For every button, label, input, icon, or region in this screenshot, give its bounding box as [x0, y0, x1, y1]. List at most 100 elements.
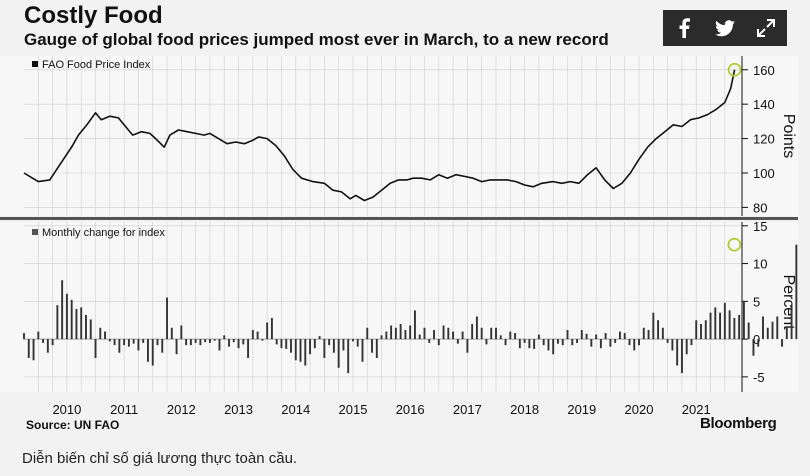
monthly-change-bar	[247, 339, 250, 358]
x-tick-label: 2013	[224, 402, 253, 417]
monthly-change-bar	[270, 317, 273, 340]
monthly-change-bar	[170, 327, 173, 340]
monthly-change-bar	[366, 327, 369, 340]
monthly-change-bar	[442, 325, 445, 340]
monthly-change-bar	[557, 339, 559, 344]
twitter-icon[interactable]	[710, 13, 740, 43]
monthly-change-bar	[728, 310, 731, 340]
bloomberg-logo: Bloomberg	[700, 415, 777, 432]
monthly-change-bar	[537, 334, 540, 340]
monthly-change-bar	[475, 316, 478, 340]
monthly-change-bar	[609, 339, 612, 347]
monthly-change-bar	[104, 331, 106, 340]
monthly-change-bar	[733, 317, 736, 340]
monthly-change-bar	[471, 324, 474, 340]
monthly-change-bar	[604, 333, 607, 340]
monthly-change-bar	[628, 339, 631, 346]
monthly-change-bar	[399, 324, 402, 340]
monthly-change-bar	[147, 339, 149, 362]
monthly-change-bar	[676, 339, 679, 366]
monthly-change-bar	[413, 310, 416, 340]
monthly-change-bar	[585, 333, 588, 340]
y-axis-title-percent: Percent	[780, 274, 797, 330]
monthly-change-bar	[294, 339, 297, 361]
monthly-change-bar	[280, 339, 283, 349]
monthly-change-bar	[499, 335, 502, 340]
monthly-change-bar	[194, 339, 197, 343]
monthly-change-bar	[42, 339, 45, 343]
monthly-change-bar	[561, 339, 564, 346]
monthly-change-bar	[614, 339, 617, 343]
monthly-change-bar	[590, 339, 593, 347]
monthly-change-bar	[542, 339, 545, 346]
source-note: Source: UN FAO	[26, 418, 120, 432]
monthly-change-bar	[132, 339, 135, 344]
monthly-change-bar	[642, 327, 645, 340]
monthly-change-bar	[714, 307, 717, 340]
monthly-change-bar	[461, 331, 464, 340]
monthly-change-bar	[380, 335, 383, 340]
monthly-change-bar	[228, 339, 230, 347]
monthly-change-bar	[404, 330, 407, 340]
monthly-change-bar	[385, 331, 388, 340]
monthly-change-bar	[75, 308, 78, 340]
x-tick-label: 2021	[682, 402, 711, 417]
monthly-change-bar	[99, 327, 102, 340]
monthly-change-bar	[580, 330, 583, 340]
monthly-change-bar	[738, 314, 741, 340]
monthly-change-bar	[51, 339, 54, 346]
monthly-change-bar	[576, 339, 578, 343]
monthly-change-bar	[361, 339, 364, 362]
x-tick-label: 2010	[52, 402, 81, 417]
monthly-change-bar	[175, 339, 178, 355]
monthly-change-bar	[700, 324, 702, 340]
monthly-change-bar	[166, 297, 168, 340]
chart-subtitle: Gauge of global food prices jumped most …	[24, 30, 609, 49]
monthly-change-bar	[523, 339, 526, 343]
facebook-icon[interactable]	[669, 13, 699, 43]
monthly-change-bar	[180, 325, 183, 340]
y-tick-label: 80	[753, 200, 767, 215]
monthly-change-bar	[37, 331, 40, 340]
monthly-change-bar	[547, 339, 550, 351]
monthly-change-bar	[752, 339, 755, 356]
monthly-change-bar	[528, 339, 531, 349]
monthly-change-bar	[704, 320, 707, 340]
legend-label-line: FAO Food Price Index	[42, 59, 151, 71]
monthly-change-bar	[428, 339, 431, 343]
monthly-change-bar	[218, 339, 221, 351]
monthly-change-bar	[46, 339, 49, 353]
monthly-change-bar	[94, 339, 97, 358]
expand-icon[interactable]	[751, 13, 781, 43]
monthly-change-bar	[680, 339, 683, 374]
monthly-change-bar	[108, 339, 111, 342]
monthly-change-bar	[437, 339, 440, 346]
y-tick-label: 15	[753, 219, 767, 234]
monthly-change-bar	[790, 305, 793, 340]
monthly-change-bar	[533, 339, 536, 349]
record-change-highlight-circle	[727, 237, 742, 252]
monthly-change-bar	[633, 339, 636, 351]
monthly-change-bar	[256, 331, 259, 340]
monthly-change-bar	[762, 316, 764, 340]
monthly-change-bar	[89, 319, 92, 340]
monthly-change-bar	[723, 302, 726, 340]
monthly-change-bar	[208, 339, 211, 343]
monthly-change-bar	[161, 339, 164, 353]
monthly-change-bar	[65, 293, 68, 340]
monthly-change-bar	[685, 339, 688, 355]
monthly-change-bar	[342, 339, 345, 351]
monthly-change-bar	[518, 339, 521, 349]
share-toolbar	[663, 10, 787, 46]
monthly-change-bar	[781, 339, 783, 347]
monthly-change-bar	[771, 321, 774, 340]
monthly-change-bar	[151, 339, 154, 366]
x-tick-label: 2019	[567, 402, 596, 417]
x-tick-label: 2012	[167, 402, 196, 417]
monthly-change-bar	[657, 320, 660, 340]
monthly-change-bar	[371, 339, 373, 353]
monthly-change-bar	[223, 335, 226, 340]
monthly-change-bar	[189, 339, 192, 346]
monthly-change-bar	[266, 322, 269, 340]
monthly-change-bar	[185, 339, 188, 346]
